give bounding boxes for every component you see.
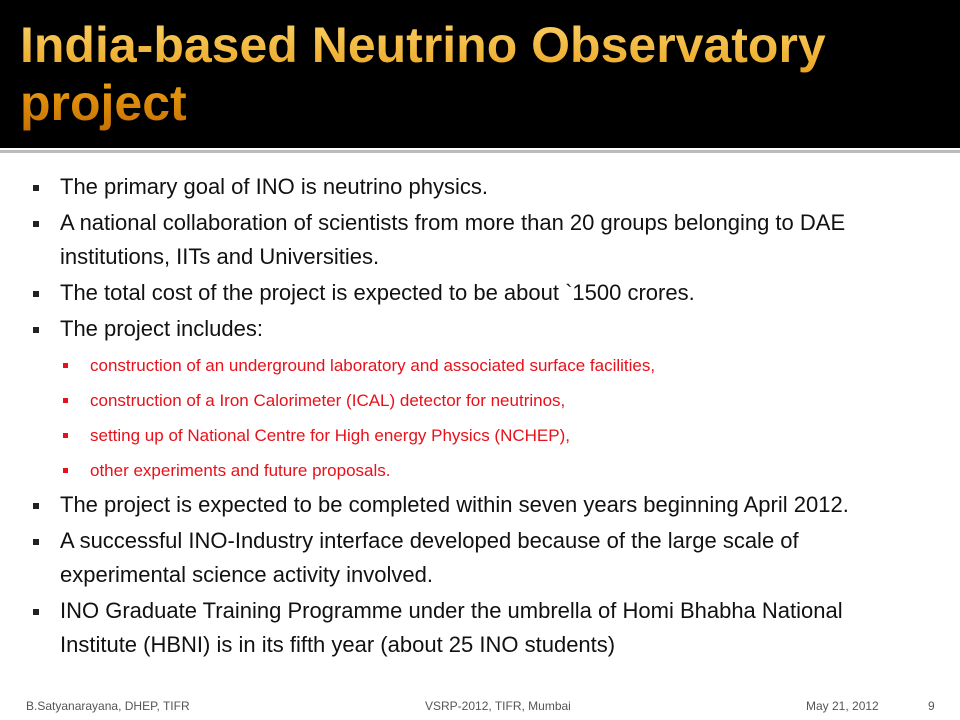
footer-left: B.Satyanarayana, DHEP, TIFR xyxy=(26,699,190,713)
bullet: The project includes: xyxy=(0,312,900,346)
bullet-list: The primary goal of INO is neutrino phys… xyxy=(0,170,960,664)
header-rule xyxy=(0,150,960,153)
page-number: 9 xyxy=(928,699,935,713)
sub-bullet: construction of an underground laborator… xyxy=(0,348,890,383)
bullet: A national collaboration of scientists f… xyxy=(0,206,900,274)
sub-bullet: other experiments and future proposals. xyxy=(0,453,890,488)
sub-bullet: setting up of National Centre for High e… xyxy=(0,418,890,453)
bullet: The project is expected to be completed … xyxy=(0,488,900,522)
bullet: A successful INO-Industry interface deve… xyxy=(0,524,900,592)
footer-date: May 21, 2012 xyxy=(806,699,879,713)
sub-bullet: construction of a Iron Calorimeter (ICAL… xyxy=(0,383,890,418)
footer-center: VSRP-2012, TIFR, Mumbai xyxy=(425,699,571,713)
slide-title: India-based Neutrino Observatory project xyxy=(20,16,940,132)
bullet: INO Graduate Training Programme under th… xyxy=(0,594,900,662)
bullet: The primary goal of INO is neutrino phys… xyxy=(0,170,900,204)
bullet: The total cost of the project is expecte… xyxy=(0,276,900,310)
header-band: India-based Neutrino Observatory project xyxy=(0,0,960,148)
